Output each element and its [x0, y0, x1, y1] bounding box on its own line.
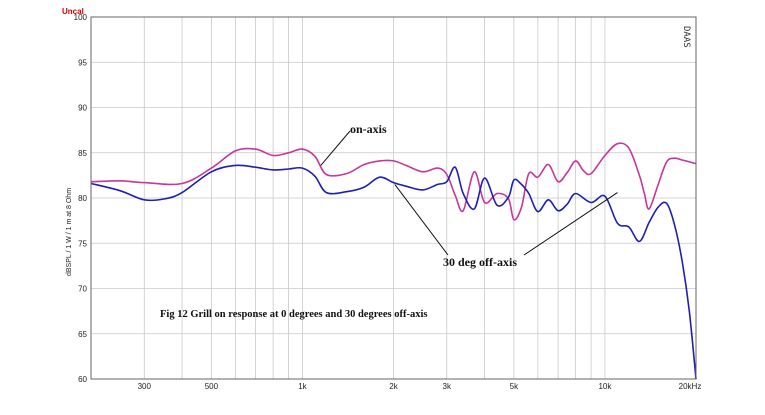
- plot-frame: [90, 16, 697, 380]
- leader-line-off-axis-left: [394, 184, 449, 256]
- x-tick-label: 5k: [510, 382, 519, 391]
- series-line-on-axis: [90, 142, 697, 221]
- series-line-off-axis: [90, 164, 697, 380]
- y-tick-label: 75: [78, 239, 87, 248]
- x-tick-label: 10k: [598, 382, 612, 391]
- grid: [91, 17, 696, 379]
- y-tick-labels: 60 65 70 75 80 85 90 95 100: [74, 13, 88, 384]
- y-axis-label: dBSPL / 1 W / 1 m at 8 Ohm: [66, 188, 73, 276]
- y-tick-label: 100: [74, 13, 88, 22]
- annotation-off-axis: 30 deg off-axis: [443, 255, 517, 269]
- x-tick-label: 20kHz: [679, 382, 702, 391]
- annotation-layer: [320, 130, 618, 256]
- x-tick-label: 2k: [389, 382, 398, 391]
- annotation-on-axis: on-axis: [350, 122, 387, 136]
- brand-label: DAAS: [681, 26, 691, 48]
- uncal-label: Uncal: [62, 7, 84, 16]
- y-tick-label: 70: [78, 285, 87, 294]
- x-tick-label: 3k: [443, 382, 452, 391]
- leader-line-on-axis: [320, 130, 351, 166]
- y-tick-label: 60: [78, 375, 87, 384]
- x-tick-label: 500: [205, 382, 219, 391]
- y-tick-label: 95: [78, 58, 87, 67]
- leader-line-off-axis-right: [523, 192, 618, 256]
- y-tick-label: 85: [78, 149, 87, 158]
- figure-caption: Fig 12 Grill on response at 0 degrees an…: [160, 309, 427, 320]
- y-tick-label: 65: [78, 330, 87, 339]
- x-tick-label: 1k: [298, 382, 307, 391]
- series-layer: [90, 142, 697, 380]
- x-tick-labels: 300 500 1k 2k 3k 5k 10k 20kHz: [138, 382, 702, 391]
- y-tick-label: 90: [78, 104, 87, 113]
- y-tick-label: 80: [78, 194, 87, 203]
- x-tick-label: 300: [138, 382, 152, 391]
